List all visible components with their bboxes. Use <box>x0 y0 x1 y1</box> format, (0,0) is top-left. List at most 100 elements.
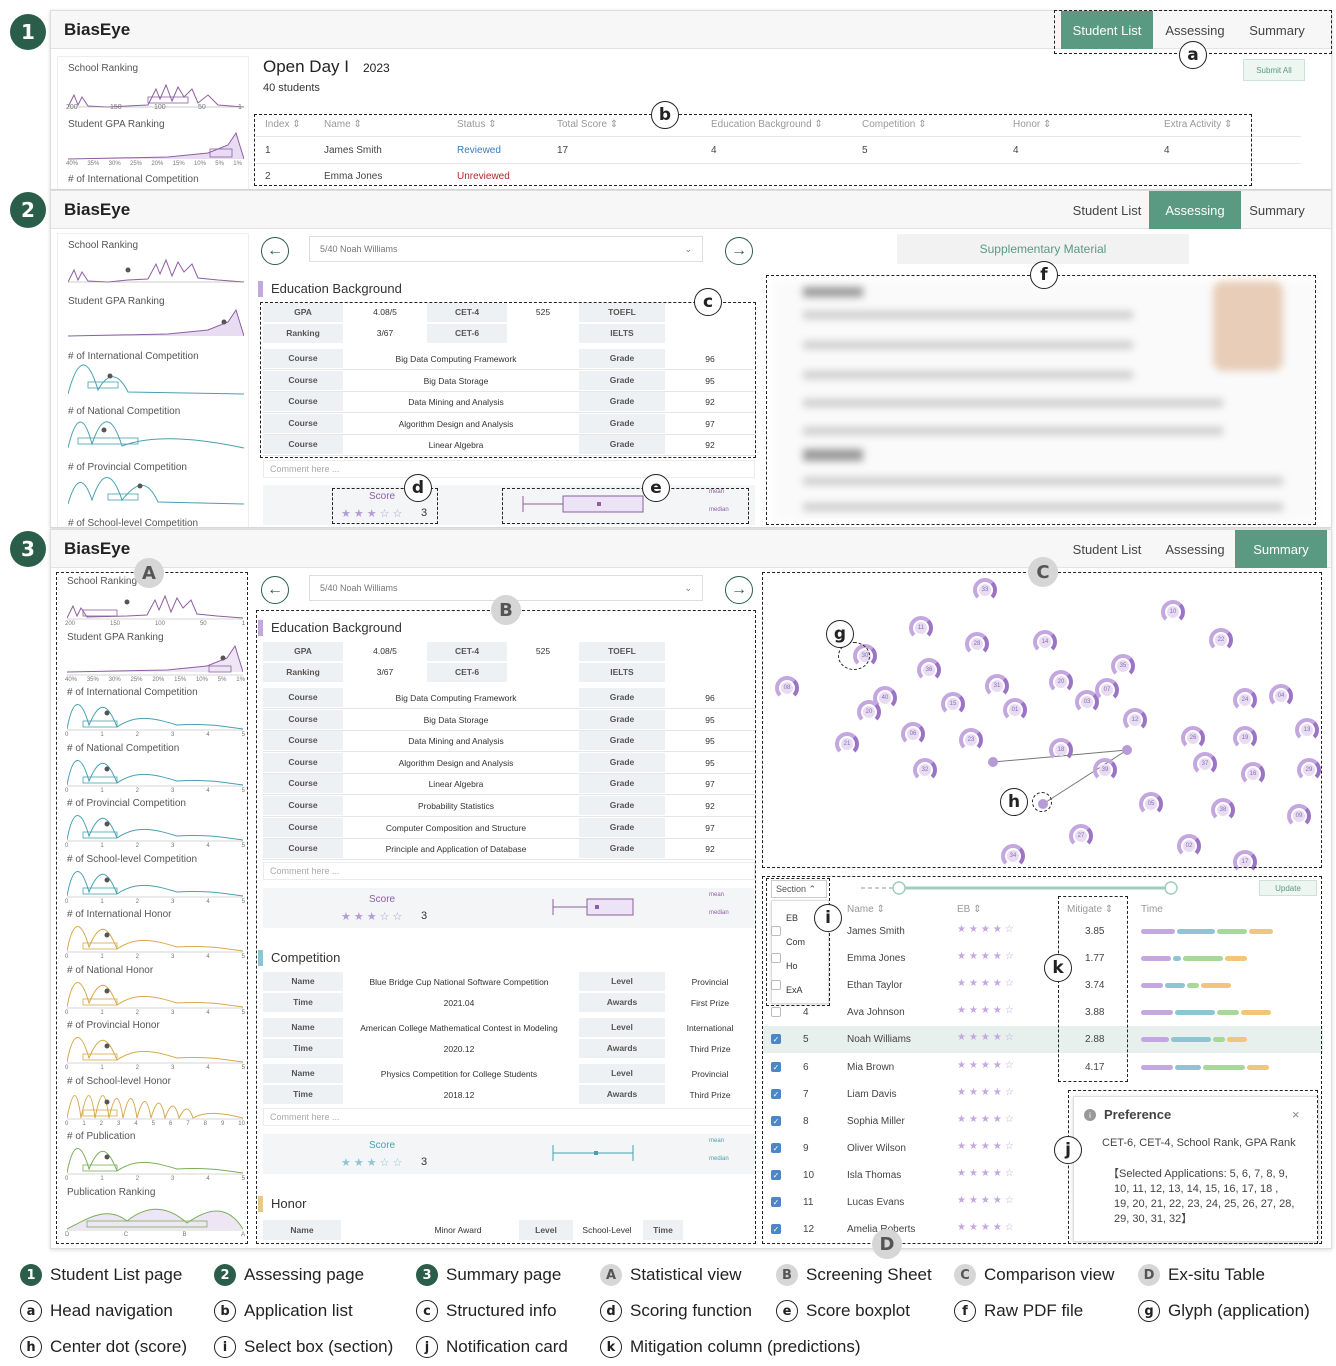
section-select[interactable]: Section ⌃ <box>771 880 827 898</box>
row-checkbox[interactable] <box>771 926 781 936</box>
application-glyph[interactable]: 16 <box>1241 762 1265 786</box>
col-education[interactable]: Education Background ⇕ <box>711 119 823 130</box>
row-checkbox[interactable] <box>771 980 781 991</box>
table-row[interactable]: James Smith ★★★★☆ 3.85 <box>763 918 1323 945</box>
tab-assessing[interactable]: Assessing <box>1149 191 1241 229</box>
row-checkbox[interactable]: ✓ <box>771 1169 781 1180</box>
update-button[interactable]: Update <box>1259 880 1317 896</box>
application-glyph[interactable]: 17 <box>1233 850 1257 874</box>
col-competition[interactable]: Competition ⇕ <box>862 119 927 130</box>
application-glyph[interactable]: 08 <box>775 676 799 700</box>
application-glyph[interactable]: 07 <box>1095 678 1119 702</box>
table-row[interactable]: ✓ 10 Isla Thomas ★★★★☆ <box>763 1162 1323 1189</box>
stat-chart-gpa-ranking[interactable] <box>67 644 243 678</box>
application-glyph[interactable]: 37 <box>1193 752 1217 776</box>
application-glyph[interactable]: 23 <box>959 728 983 752</box>
row-checkbox[interactable]: ✓ <box>771 1224 781 1235</box>
prev-arrow-button[interactable]: ← <box>261 237 289 265</box>
application-glyph[interactable]: 12 <box>1123 708 1147 732</box>
application-glyph[interactable]: 38 <box>1211 798 1235 822</box>
col-index[interactable]: Index ⇕ <box>265 119 301 130</box>
row-checkbox[interactable]: ✓ <box>771 1115 781 1126</box>
application-glyph[interactable]: 35 <box>1111 654 1135 678</box>
section-option-eb[interactable]: EB <box>786 913 799 923</box>
col-eb[interactable]: EB ⇕ <box>957 904 982 915</box>
application-glyph[interactable]: 14 <box>1033 630 1057 654</box>
table-row[interactable]: ✓ 9 Oliver Wilson ★★★★☆ <box>763 1135 1323 1162</box>
tab-assessing[interactable]: Assessing <box>1165 541 1225 557</box>
col-name[interactable]: Name ⇕ <box>324 119 362 130</box>
row-checkbox[interactable] <box>771 953 781 964</box>
next-arrow-button[interactable]: → <box>725 576 753 604</box>
comment-input[interactable]: Comment here ... <box>263 862 755 880</box>
prev-arrow-button[interactable]: ← <box>261 576 289 604</box>
section-option-com[interactable]: Com <box>786 937 806 947</box>
application-glyph[interactable]: 20 <box>857 700 881 724</box>
col-name[interactable]: Name ⇕ <box>847 904 885 915</box>
application-glyph[interactable]: 21 <box>835 732 859 756</box>
application-glyph[interactable]: 13 <box>1295 718 1319 742</box>
application-glyph[interactable]: 19 <box>1233 726 1257 750</box>
stat-chart-school-comp[interactable] <box>67 866 243 900</box>
application-glyph[interactable]: 27 <box>1069 824 1093 848</box>
section-option-ho[interactable]: Ho <box>786 961 798 971</box>
stat-chart-natl-honor[interactable] <box>67 977 243 1011</box>
col-total-score[interactable]: Total Score ⇕ <box>557 119 619 130</box>
application-glyph[interactable]: 11 <box>909 616 933 640</box>
application-glyph[interactable]: 01 <box>1003 698 1027 722</box>
application-glyph[interactable]: 05 <box>1139 792 1163 816</box>
col-honor[interactable]: Honor ⇕ <box>1013 119 1052 130</box>
application-glyph[interactable]: 04 <box>1269 684 1293 708</box>
table-row[interactable]: ✓ 8 Sophia Miller ★★★★☆ <box>763 1108 1323 1135</box>
application-glyph[interactable]: 33 <box>973 578 997 602</box>
table-row[interactable]: ✓ 7 Liam Davis ★★★★☆ <box>763 1081 1323 1108</box>
row-checkbox[interactable]: ✓ <box>771 1197 781 1207</box>
col-status[interactable]: Status ⇕ <box>457 119 497 130</box>
star-rating[interactable]: ★★★☆☆ <box>341 508 406 520</box>
stat-chart-publication[interactable] <box>67 1143 243 1177</box>
stat-chart-school-honor[interactable] <box>67 1088 243 1122</box>
applicant-select[interactable]: 5/40 Noah Williams ⌄ <box>309 236 703 262</box>
raw-pdf-file[interactable] <box>773 281 1318 521</box>
row-checkbox[interactable]: ✓ <box>771 1088 781 1099</box>
table-row[interactable]: 4 Ava Johnson ★★★★☆ 3.88 <box>763 999 1323 1026</box>
section-option-exa[interactable]: ExA <box>786 985 803 995</box>
stat-chart-natl-comp[interactable] <box>67 755 243 789</box>
comparison-view[interactable]: 33 10 11 28 14 22 08 30 36 31 20 35 24 40 15 01 03 07 04 06… <box>763 572 1323 874</box>
tab-summary[interactable]: Summary <box>1249 202 1305 218</box>
row-checkbox[interactable]: ✓ <box>771 1142 781 1153</box>
application-glyph[interactable]: 26 <box>1181 726 1205 750</box>
application-glyph[interactable]: 28 <box>965 632 989 656</box>
application-glyph[interactable]: 36 <box>917 658 941 682</box>
stat-chart-pub-ranking[interactable] <box>67 1199 243 1233</box>
application-glyph[interactable]: 20 <box>1049 670 1073 694</box>
next-arrow-button[interactable]: → <box>725 237 753 265</box>
stat-chart-school-ranking[interactable] <box>67 588 243 622</box>
application-glyph[interactable]: 15 <box>941 692 965 716</box>
stat-chart-prov-honor[interactable] <box>67 1032 243 1066</box>
stat-chart-intl-honor[interactable] <box>67 921 243 955</box>
table-row[interactable]: Emma Jones ★★★★☆ 1.77 <box>763 945 1323 972</box>
time-range-slider[interactable] <box>861 880 1191 896</box>
col-mitigate[interactable]: Mitigate ⇕ <box>1067 904 1114 915</box>
application-glyph[interactable]: 02 <box>1177 834 1201 858</box>
stat-chart-prov-comp[interactable] <box>67 810 243 844</box>
application-glyph[interactable]: 10 <box>1161 600 1185 624</box>
application-glyph[interactable]: 31 <box>985 674 1009 698</box>
application-glyph[interactable]: 24 <box>1233 688 1257 712</box>
application-glyph[interactable]: 29 <box>1297 758 1321 782</box>
application-glyph[interactable]: 32 <box>913 758 937 782</box>
table-row[interactable]: ✓ 6 Mia Brown ★★★★☆ 4.17 <box>763 1054 1323 1081</box>
tab-student-list[interactable]: Student List <box>1072 202 1142 218</box>
application-glyph[interactable]: 34 <box>1001 844 1025 868</box>
row-checkbox[interactable]: ✓ <box>771 1061 781 1072</box>
application-glyph[interactable]: 18 <box>1049 738 1073 762</box>
application-glyph[interactable]: 03 <box>1075 690 1099 714</box>
application-glyph[interactable]: 40 <box>873 686 897 710</box>
application-glyph[interactable]: 06 <box>901 722 925 746</box>
row-checkbox[interactable] <box>771 1007 781 1018</box>
comment-input[interactable]: Comment here ... <box>263 1108 755 1126</box>
tab-summary[interactable]: Summary <box>1235 530 1327 568</box>
application-glyph[interactable]: 39 <box>1093 758 1117 782</box>
row-checkbox[interactable]: ✓ <box>771 1034 781 1045</box>
